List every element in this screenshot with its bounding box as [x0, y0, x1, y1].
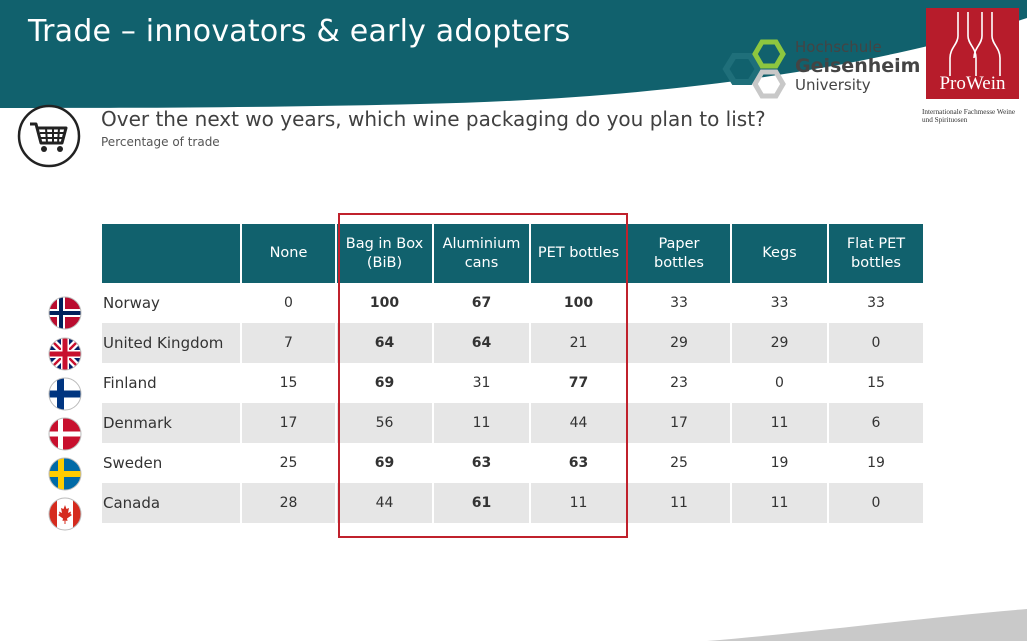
cell-aluminium-cans: 64	[434, 323, 529, 363]
hgu-line1: Hochschule	[795, 38, 882, 56]
cell-none: 17	[242, 403, 335, 443]
packaging-table: None Bag in Box (BiB) Aluminium cans PET b…	[100, 224, 925, 523]
header-bag-in-box: Bag in Box (BiB)	[337, 224, 432, 283]
cell-aluminium-cans: 31	[472, 375, 491, 391]
cell-kegs: 11	[732, 403, 827, 443]
corner-swoosh	[707, 609, 1027, 641]
cell-pet-bottles: 21	[531, 323, 626, 363]
cell-aluminium-cans: 11	[434, 403, 529, 443]
cell-bag-in-box: 100	[369, 295, 400, 311]
header-none: None	[242, 224, 335, 283]
table-row: Denmark 17 56 11 44 17 11 6	[102, 403, 923, 443]
cell-flat-pet-bottles: 6	[829, 403, 923, 443]
cell-paper-bottles: 33	[670, 295, 688, 311]
country-name: Canada	[102, 483, 240, 523]
country-name: Norway	[103, 294, 160, 312]
hochschule-geisenheim-logo-icon	[722, 39, 786, 99]
cell-none: 15	[279, 375, 298, 391]
country-name: Denmark	[102, 403, 240, 443]
cell-pet-bottles: 63	[568, 455, 589, 471]
header-paper-bottles: Paper bottles	[628, 224, 730, 283]
header-pet-bottles: PET bottles	[531, 224, 626, 283]
cell-flat-pet-bottles: 15	[867, 375, 885, 391]
cell-flat-pet-bottles: 0	[829, 323, 923, 363]
country-name: Finland	[103, 374, 157, 392]
cell-kegs: 33	[770, 295, 789, 311]
cell-paper-bottles: 23	[670, 375, 688, 391]
table-row: Finland 15 69 31 77 23 0 15	[102, 363, 923, 403]
header-aluminium-cans: Aluminium cans	[434, 224, 529, 283]
table-row: Norway 0 100 67 100 33 33 33	[102, 283, 923, 323]
cell-none: 25	[279, 455, 298, 471]
denmark-flag-icon	[48, 417, 82, 451]
header-kegs: Kegs	[732, 224, 827, 283]
sweden-flag-icon	[48, 457, 82, 491]
cell-kegs: 11	[732, 483, 827, 523]
table-header-row: None Bag in Box (BiB) Aluminium cans PET b…	[102, 224, 923, 283]
canada-flag-icon	[48, 497, 82, 531]
cell-pet-bottles: 11	[531, 483, 626, 523]
table-row: United Kingdom 7 64 64 21 29 29 0	[102, 323, 923, 363]
header-flat-pet-bottles: Flat PET bottles	[829, 224, 923, 283]
cell-none: 0	[284, 295, 293, 311]
prowein-name: ProWein	[939, 73, 1006, 94]
cell-none: 28	[242, 483, 335, 523]
header-banner	[0, 0, 1027, 108]
country-name: Sweden	[103, 454, 163, 472]
cell-bag-in-box: 44	[337, 483, 432, 523]
cell-pet-bottles: 77	[568, 375, 589, 391]
cell-bag-in-box: 56	[337, 403, 432, 443]
cell-flat-pet-bottles: 33	[867, 295, 885, 311]
wine-bottles-icon	[949, 12, 1001, 76]
norway-flag-icon	[48, 296, 82, 330]
uk-flag-icon	[48, 337, 82, 371]
header-country	[102, 224, 240, 283]
question-subtitle: Percentage of trade	[101, 135, 220, 149]
hochschule-geisenheim-wordmark: Hochschule Geisenheim University	[795, 40, 920, 93]
cell-none: 7	[242, 323, 335, 363]
cell-kegs: 0	[775, 375, 784, 391]
cell-aluminium-cans: 61	[434, 483, 529, 523]
cell-aluminium-cans: 67	[471, 295, 492, 311]
cell-bag-in-box: 64	[337, 323, 432, 363]
cell-flat-pet-bottles: 0	[829, 483, 923, 523]
table-row: Sweden 25 69 63 63 25 19 19	[102, 443, 923, 483]
cell-paper-bottles: 25	[670, 455, 688, 471]
finland-flag-icon	[48, 377, 82, 411]
slide-title: Trade – innovators & early adopters	[28, 14, 571, 49]
hgu-line3: University	[795, 76, 871, 94]
country-name: United Kingdom	[102, 323, 240, 363]
cell-bag-in-box: 69	[374, 375, 395, 391]
cell-paper-bottles: 29	[628, 323, 730, 363]
question-text: Over the next wo years, which wine packa…	[101, 107, 766, 131]
hgu-line2: Geisenheim	[795, 55, 921, 77]
prowein-subtitle: Internationale Fachmesse Weine und Spiri…	[922, 108, 1016, 125]
table-row: Canada 28 44 61 11 11 11 0	[102, 483, 923, 523]
cell-kegs: 19	[770, 455, 789, 471]
prowein-logo: ProWein	[926, 8, 1019, 99]
shopping-cart-icon	[17, 104, 81, 168]
cell-flat-pet-bottles: 19	[867, 455, 885, 471]
cell-paper-bottles: 11	[628, 483, 730, 523]
cell-paper-bottles: 17	[628, 403, 730, 443]
cell-kegs: 29	[732, 323, 827, 363]
cell-bag-in-box: 69	[374, 455, 395, 471]
cell-aluminium-cans: 63	[471, 455, 492, 471]
cell-pet-bottles: 44	[531, 403, 626, 443]
cell-pet-bottles: 100	[563, 295, 594, 311]
